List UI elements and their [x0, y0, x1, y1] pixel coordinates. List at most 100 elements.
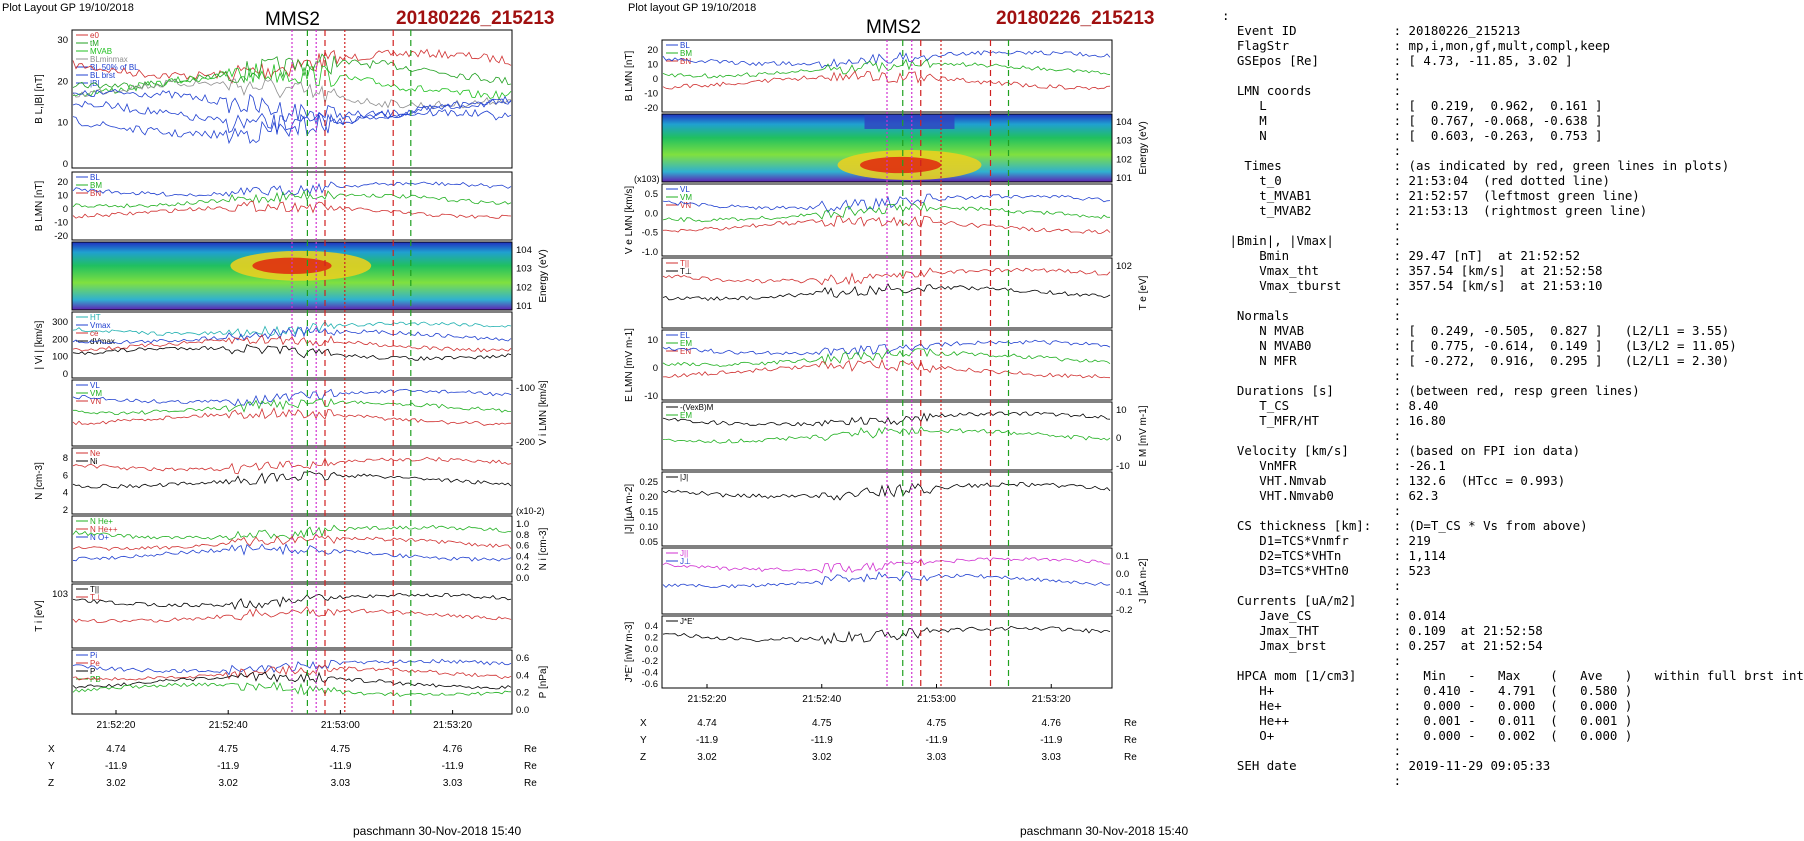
y-tick-label: 0.0 — [645, 644, 658, 655]
y-tick-label: -0.2 — [642, 656, 658, 667]
y-tick-label-right: 0.0 — [516, 573, 529, 584]
info-line: t_MVAB2 : 21:53:13 (rightmost green line… — [1222, 203, 1648, 218]
info-line: GSEpos [Re] : [ 4.73, -11.85, 3.02 ] — [1222, 53, 1573, 68]
info-line: N MFR : [ -0.272, 0.916, 0.295 ] (L2/L1 … — [1222, 353, 1730, 368]
position-value: 4.75 — [812, 718, 832, 729]
y-tick-label-right: 0.1 — [1116, 551, 1129, 562]
legend-entry: T|| — [90, 585, 99, 594]
info-line: He++ : 0.001 - 0.011 ( 0.001 ) — [1222, 713, 1633, 728]
y-tick-label: 0 — [63, 369, 68, 380]
y-tick-label: -10 — [644, 391, 658, 402]
x-tick-label: 21:52:20 — [688, 694, 727, 705]
panel-frame — [71, 311, 513, 379]
y-axis-label: |J| [µA m-2] — [624, 484, 635, 535]
data-trace — [72, 63, 512, 101]
info-line: O+ : 0.000 - 0.002 ( 0.000 ) — [1222, 728, 1633, 743]
axis-scale-label: (x10-2) — [516, 506, 545, 516]
info-line: D1=TCS*Vnmfr : 219 — [1222, 533, 1431, 548]
info-line: : — [1222, 773, 1402, 788]
legend-entry: MVAB — [90, 47, 112, 56]
legend-entry: -(VexB)M — [680, 403, 714, 412]
y-tick-label: 2 — [63, 505, 68, 516]
position-row-label: X — [640, 718, 647, 729]
position-unit: Re — [524, 761, 537, 772]
middle-footer: paschmann 30-Nov-2018 15:40 — [1020, 824, 1189, 838]
data-trace — [662, 215, 1111, 234]
info-line: : — [1222, 368, 1402, 383]
info-line: N MVAB : [ 0.249, -0.505, 0.827 ] (L2/L1… — [1222, 323, 1730, 338]
panel-spec: 104 103 102 101 Energy (eV) — [71, 241, 549, 312]
y-tick-label: 0 — [63, 159, 68, 170]
legend-entry: J*E' — [680, 617, 694, 626]
position-value: -11.9 — [105, 761, 127, 772]
y-tick-label-right: -10 — [1116, 461, 1130, 472]
y-tick-label: 20 — [57, 177, 68, 188]
position-unit: Re — [1124, 752, 1137, 763]
info-line: Vmax_tht : 357.54 [km/s] at 21:52:58 — [1222, 263, 1603, 278]
y-tick-label-right: 0.6 — [516, 541, 529, 552]
y-tick-label-right: 10 — [1116, 405, 1127, 416]
y-tick-label: 0.10 — [640, 522, 659, 533]
y-tick-label: -0.4 — [642, 667, 658, 678]
info-line: : — [1222, 218, 1402, 233]
y-tick-label: 0.20 — [640, 492, 659, 503]
y-tick-label-right: 102 — [1116, 261, 1132, 272]
event-info-text: : Event ID : 20180226_215213 FlagStr : m… — [1222, 8, 1804, 788]
position-unit: Re — [524, 744, 537, 755]
y-tick-label-right: 1.0 — [516, 519, 529, 530]
legend-entry: J⊥ — [680, 557, 691, 566]
data-trace — [72, 533, 512, 551]
legend-entry: VM — [680, 193, 692, 202]
position-value: 3.03 — [1042, 752, 1062, 763]
panel-espec: 104 103 102 101 Energy (eV) — [661, 113, 1149, 184]
position-value: -11.9 — [329, 761, 351, 772]
x-tick-label: 21:53:20 — [1032, 694, 1071, 705]
y-tick-label: -0.5 — [642, 228, 658, 239]
legend-entry: N O+ — [90, 533, 109, 542]
y-tick-label-right: 0.2 — [516, 562, 529, 573]
y-tick-label: -10 — [54, 218, 68, 229]
position-value: 4.76 — [1042, 718, 1062, 729]
data-trace — [662, 283, 1111, 302]
legend-entry: Ni — [90, 457, 98, 466]
info-line: H+ : 0.410 - 4.791 ( 0.580 ) — [1222, 683, 1633, 698]
legend-entry: HT — [90, 313, 101, 322]
left-spacecraft-title: MMS2 — [265, 9, 320, 30]
axis-scale-label: (x103) — [634, 174, 660, 184]
panel-jlmn: 0.1 0.0 -0.1 -0.2 J [µA m-2] J||J⊥ — [661, 547, 1149, 616]
y-tick-label: 0.5 — [645, 189, 658, 200]
info-line: D3=TCS*VHTn0 : 523 — [1222, 563, 1431, 578]
legend-entry: BM — [680, 49, 692, 58]
y-axis-label: N [cm-3] — [34, 462, 45, 500]
info-line: T_CS : 8.40 — [1222, 398, 1439, 413]
y-tick-label-right: 0.8 — [516, 530, 529, 541]
legend-entry: e0 — [90, 31, 99, 40]
y-tick-label: 0.0 — [645, 208, 658, 219]
info-line: M : [ 0.767, -0.068, -0.638 ] — [1222, 113, 1603, 128]
data-trace — [662, 557, 1110, 574]
y-tick-label-right: -0.1 — [1116, 587, 1132, 598]
y-tick-label: 0.4 — [645, 621, 658, 632]
y-tick-label: 0 — [63, 204, 68, 215]
position-value: -11.9 — [811, 735, 833, 746]
position-value: 3.02 — [106, 778, 126, 789]
data-trace — [72, 200, 512, 219]
legend-entry: PB — [90, 675, 101, 684]
info-line: Event ID : 20180226_215213 — [1222, 23, 1521, 38]
y-tick-label: 20 — [647, 45, 658, 56]
info-line: : — [1222, 503, 1402, 518]
panel-ni: 1.00.80.60.40.20.0 N i [cm-3] (x10-2) N He+… — [71, 506, 549, 584]
y-axis-label: B L,|B| [nT] — [34, 74, 45, 124]
left-footer: paschmann 30-Nov-2018 15:40 — [353, 824, 522, 838]
position-value: 3.02 — [218, 778, 238, 789]
panel-je: 0.40.20.0-0.2-0.4-0.6 J*E' [nW m-3] J*E' — [624, 615, 1113, 690]
panel-em: 10 0 -10 E M [mV m-1] -(VexB)MEM — [661, 401, 1149, 472]
info-line: FlagStr : mp,i,mon,gf,mult,compl,keep — [1222, 38, 1610, 53]
